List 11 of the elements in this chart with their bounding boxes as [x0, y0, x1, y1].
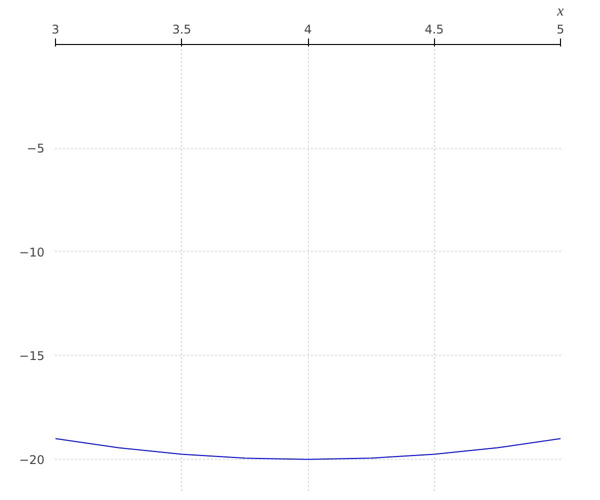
x-axis-title: x [556, 4, 564, 20]
x-tick-label: 4 [304, 22, 312, 36]
line-series [56, 438, 560, 460]
x-tick-label: 3.5 [172, 22, 192, 36]
x-tick-label: 4.5 [424, 22, 444, 36]
x-tick-label: 3 [52, 22, 60, 36]
y-tick-label: −20 [19, 452, 45, 467]
y-tick-label: −10 [19, 245, 45, 260]
y-tick-label: −5 [26, 142, 45, 156]
x-tick-label: 5 [556, 22, 564, 36]
y-tick-label: −15 [19, 349, 45, 364]
